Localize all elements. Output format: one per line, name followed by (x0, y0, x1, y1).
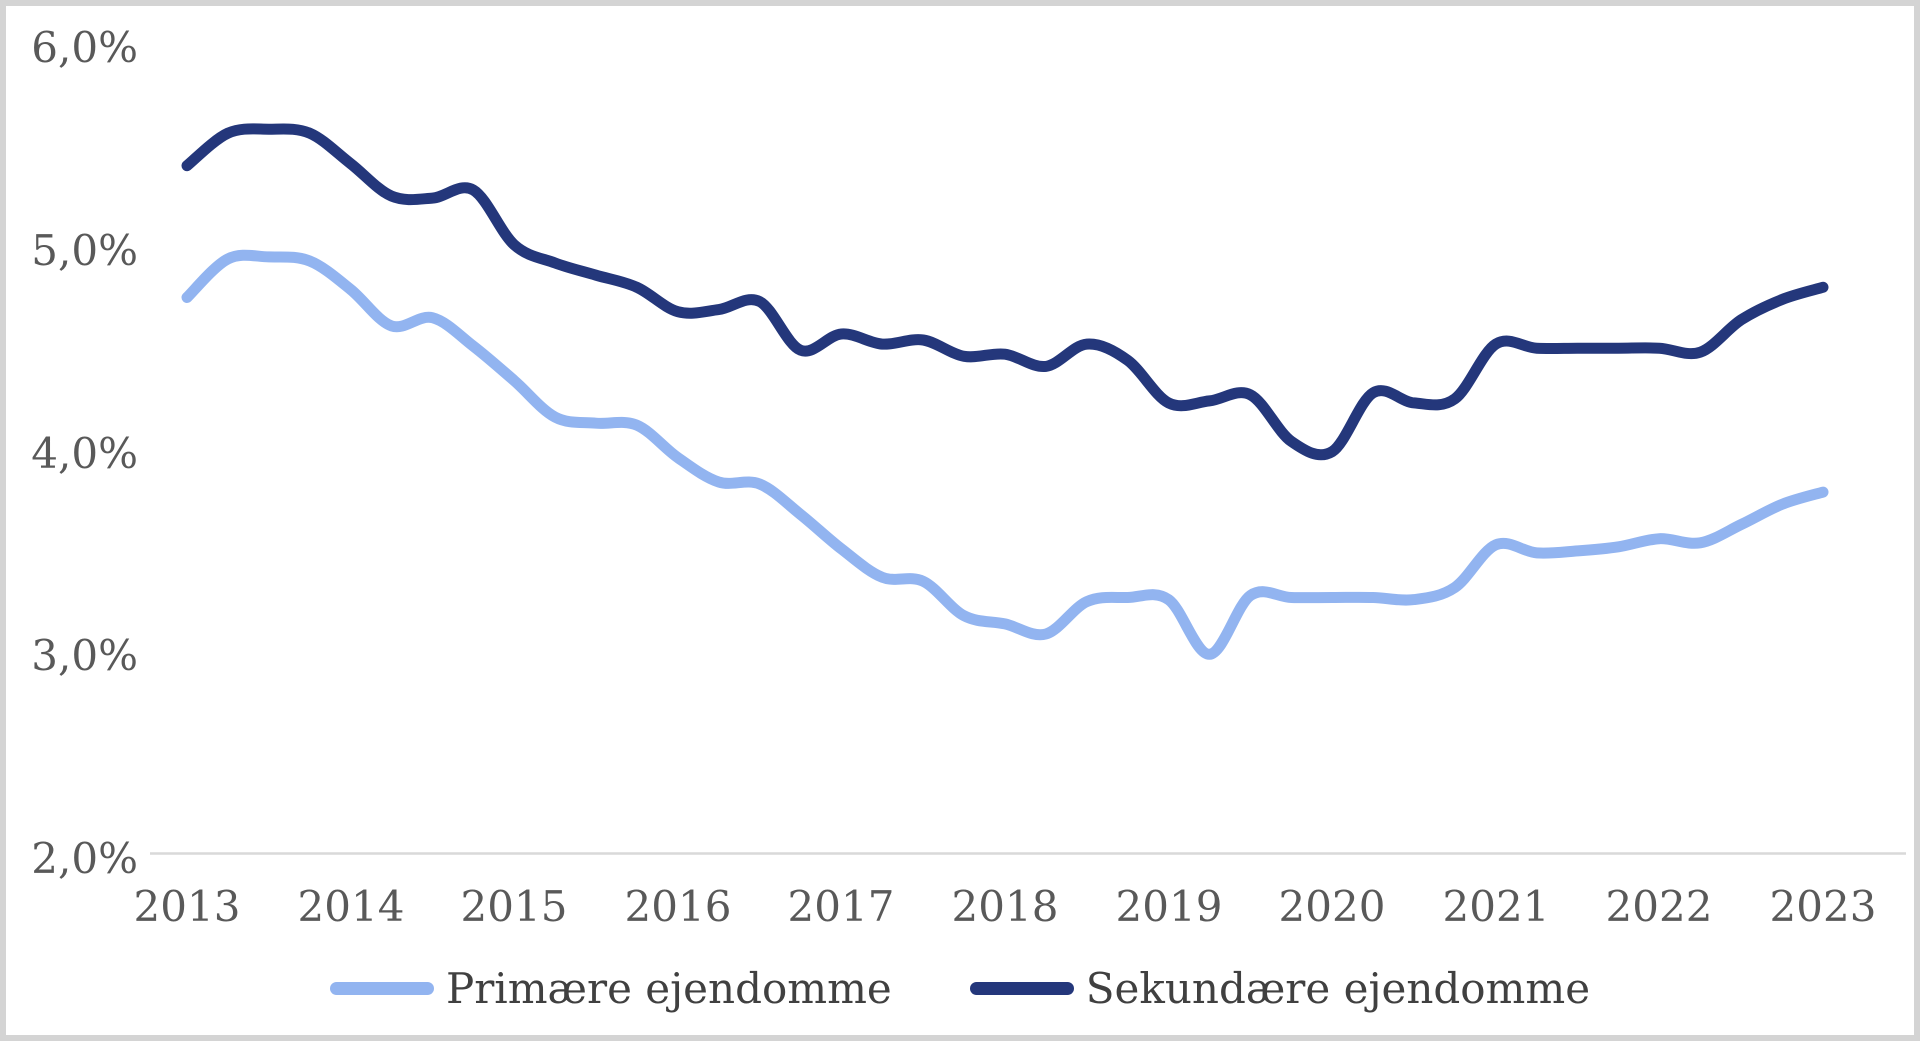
legend-label-sekundaere: Sekundære ejendomme (1085, 964, 1591, 1013)
x-axis-tick-label: 2014 (297, 882, 405, 931)
sekundaere-line-swatch-icon (969, 982, 1074, 995)
x-axis-tick-label: 2013 (133, 882, 241, 931)
line-chart-plot (150, 123, 1906, 855)
legend-item-sekundaere: Sekundære ejendomme (969, 964, 1591, 1013)
x-axis-tick-label: 2020 (1278, 882, 1386, 931)
y-axis-tick-label: 3,0% (31, 631, 138, 680)
y-axis-tick-label: 6,0% (31, 23, 138, 72)
y-axis-tick-label: 5,0% (31, 226, 138, 275)
x-axis-tick-label: 2015 (460, 882, 568, 931)
x-axis-tick-label: 2021 (1442, 882, 1550, 931)
chart-legend: Primære ejendomme Sekundære ejendomme (6, 964, 1914, 1013)
x-axis-tick-label: 2022 (1605, 882, 1713, 931)
legend-item-primaere: Primære ejendomme (329, 964, 892, 1013)
y-axis-tick-label: 4,0% (31, 429, 138, 478)
x-axis-tick-label: 2019 (1115, 882, 1223, 931)
x-axis-tick-label: 2018 (951, 882, 1059, 931)
series-line-0 (181, 249, 1829, 660)
x-axis-tick-label: 2023 (1769, 882, 1877, 931)
primaere-line-swatch-icon (329, 982, 434, 995)
x-axis-tick-label: 2016 (624, 882, 732, 931)
y-axis-tick-label: 2,0% (31, 834, 138, 883)
x-axis-tick-label: 2017 (787, 882, 895, 931)
series-line-1 (181, 123, 1829, 461)
legend-label-primaere: Primære ejendomme (445, 964, 892, 1013)
